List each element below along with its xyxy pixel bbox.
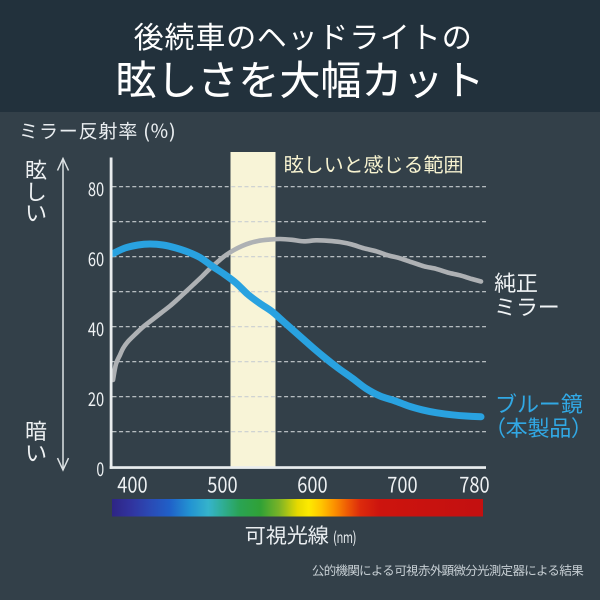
svg-text:40: 40 — [88, 315, 104, 342]
svg-text:700: 700 — [387, 468, 417, 500]
svg-text:400: 400 — [117, 468, 147, 500]
svg-text:60: 60 — [88, 245, 104, 272]
svg-text:500: 500 — [207, 468, 237, 500]
svg-text:780: 780 — [459, 468, 489, 500]
svg-text:80: 80 — [88, 175, 104, 202]
svg-text:600: 600 — [297, 468, 327, 500]
svg-text:20: 20 — [88, 385, 104, 412]
svg-text:眩しいと感じる範囲: 眩しいと感じる範囲 — [284, 149, 464, 178]
svg-text:0: 0 — [96, 455, 104, 482]
